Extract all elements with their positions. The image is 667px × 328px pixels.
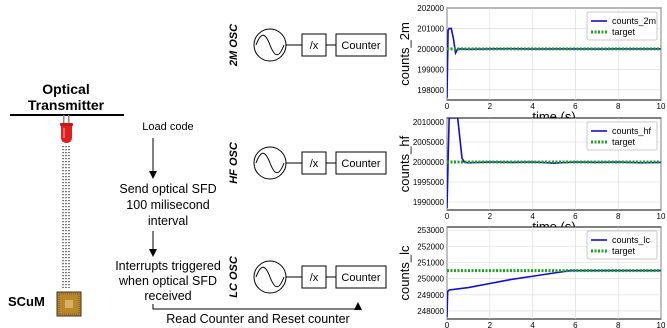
x-tick-label: 10 (657, 212, 666, 221)
legend-entry: target (612, 137, 636, 147)
y-tick-label: 198000 (417, 86, 444, 95)
y-tick-label: 1990000 (413, 198, 445, 207)
x-tick-label: 0 (445, 212, 450, 221)
x-tick-label: 2 (488, 102, 493, 111)
chart: 0 2 4 6 8 10 253000 252000 251000 250000 249000 248… (397, 226, 666, 328)
y-tick-label: 202000 (417, 4, 444, 13)
y-axis-label: counts_2m (397, 22, 412, 86)
divider-label: /x (310, 272, 319, 284)
transmitter-label-line2: Transmitter (28, 97, 105, 113)
y-axis-label: counts_lc (397, 245, 412, 300)
legend-entry: counts_lc (612, 235, 651, 245)
counter-box (335, 151, 387, 175)
oscillator-row: HF OSC/x Counter (228, 141, 387, 184)
oscillator-name: LC OSC (228, 255, 240, 298)
divider-label: /x (310, 40, 319, 52)
flow-step-send-sfd-line1: Send optical SFD (119, 182, 216, 196)
x-tick-label: 8 (616, 102, 621, 111)
legend-entry: counts_hf (612, 126, 652, 136)
counter-label: Counter (341, 158, 380, 170)
x-tick-label: 6 (573, 102, 578, 111)
flow-step-send-sfd-line3: interval (148, 214, 188, 228)
legend-entry: target (612, 27, 636, 37)
divider-label: /x (310, 158, 319, 170)
y-tick-label: 250000 (417, 275, 444, 284)
x-tick-label: 8 (616, 321, 621, 328)
oscillator-row: LC OSC/x Counter (228, 255, 387, 298)
x-tick-label: 10 (657, 102, 666, 111)
x-tick-label: 6 (573, 212, 578, 221)
chip-icon (56, 291, 82, 317)
chart: 0 2 4 6 8 10 2010000 2005000 2000000 1995000 19900… (397, 117, 666, 234)
scum-chip: SCuM (8, 291, 82, 317)
x-tick-label: 2 (488, 212, 493, 221)
y-tick-label: 199000 (417, 65, 444, 74)
optical-beam (62, 146, 70, 288)
oscillator-row: 2M OSC/x Counter (228, 23, 387, 67)
x-tick-label: 4 (530, 212, 535, 221)
x-tick-label: 6 (573, 321, 578, 328)
x-tick-label: 4 (530, 102, 535, 111)
x-tick-label: 10 (657, 321, 666, 328)
sine-oscillator-icon (253, 260, 287, 294)
y-tick-label: 200000 (417, 45, 444, 54)
y-axis-label: counts_hf (397, 135, 412, 192)
y-tick-label: 2000000 (413, 158, 445, 167)
x-tick-label: 8 (616, 212, 621, 221)
charts: 0 2 4 6 8 10202000201000200000199000198000tim… (397, 4, 666, 328)
y-tick-label: 248000 (417, 307, 444, 316)
x-tick-label: 2 (488, 321, 493, 328)
y-tick-label: 252000 (417, 242, 444, 251)
flow-step-load-code: Load code (142, 121, 193, 133)
transmitter-label-line1: Optical (42, 81, 89, 97)
counts-series-line (447, 269, 661, 318)
oscillator-rows: 2M OSC/x Counter HF OSC/x Counter LC OSC/x Co… (228, 23, 387, 298)
flow-step-interrupt-line2: when optical SFD (118, 274, 217, 288)
counter-label: Counter (341, 272, 380, 284)
x-tick-label: 0 (445, 321, 450, 328)
sine-oscillator-icon (253, 28, 287, 62)
read-counter-caption: Read Counter and Reset counter (166, 312, 349, 326)
oscillator-name: 2M OSC (228, 23, 240, 67)
legend-entry: target (612, 246, 636, 256)
flow-step-interrupt-line3: received (144, 289, 191, 303)
led-icon (60, 115, 73, 143)
counter-box (335, 265, 387, 289)
chart: 0 2 4 6 8 10202000201000200000199000198000tim… (397, 4, 666, 124)
flow-steps: Load code Send optical SFD 100 milisecon… (115, 121, 362, 326)
scum-label: SCuM (8, 294, 45, 309)
y-tick-label: 2005000 (413, 138, 445, 147)
y-tick-label: 2010000 (413, 118, 445, 127)
x-tick-label: 0 (445, 102, 450, 111)
y-tick-label: 249000 (417, 291, 444, 300)
counter-box (335, 33, 387, 57)
y-tick-label: 201000 (417, 24, 444, 33)
x-tick-label: 4 (530, 321, 535, 328)
sine-oscillator-icon (253, 146, 287, 180)
oscillator-name: HF OSC (228, 141, 240, 184)
counter-label: Counter (341, 40, 380, 52)
read-counter-arrow (152, 302, 362, 310)
y-tick-label: 253000 (417, 226, 444, 235)
optical-transmitter: Optical Transmitter (10, 81, 124, 288)
y-tick-label: 251000 (417, 259, 444, 268)
y-tick-label: 1995000 (413, 178, 445, 187)
flow-step-interrupt-line1: Interrupts triggered (115, 259, 221, 273)
legend-entry: counts_2m (612, 16, 656, 26)
flow-step-send-sfd-line2: 100 milisecond (126, 198, 209, 212)
